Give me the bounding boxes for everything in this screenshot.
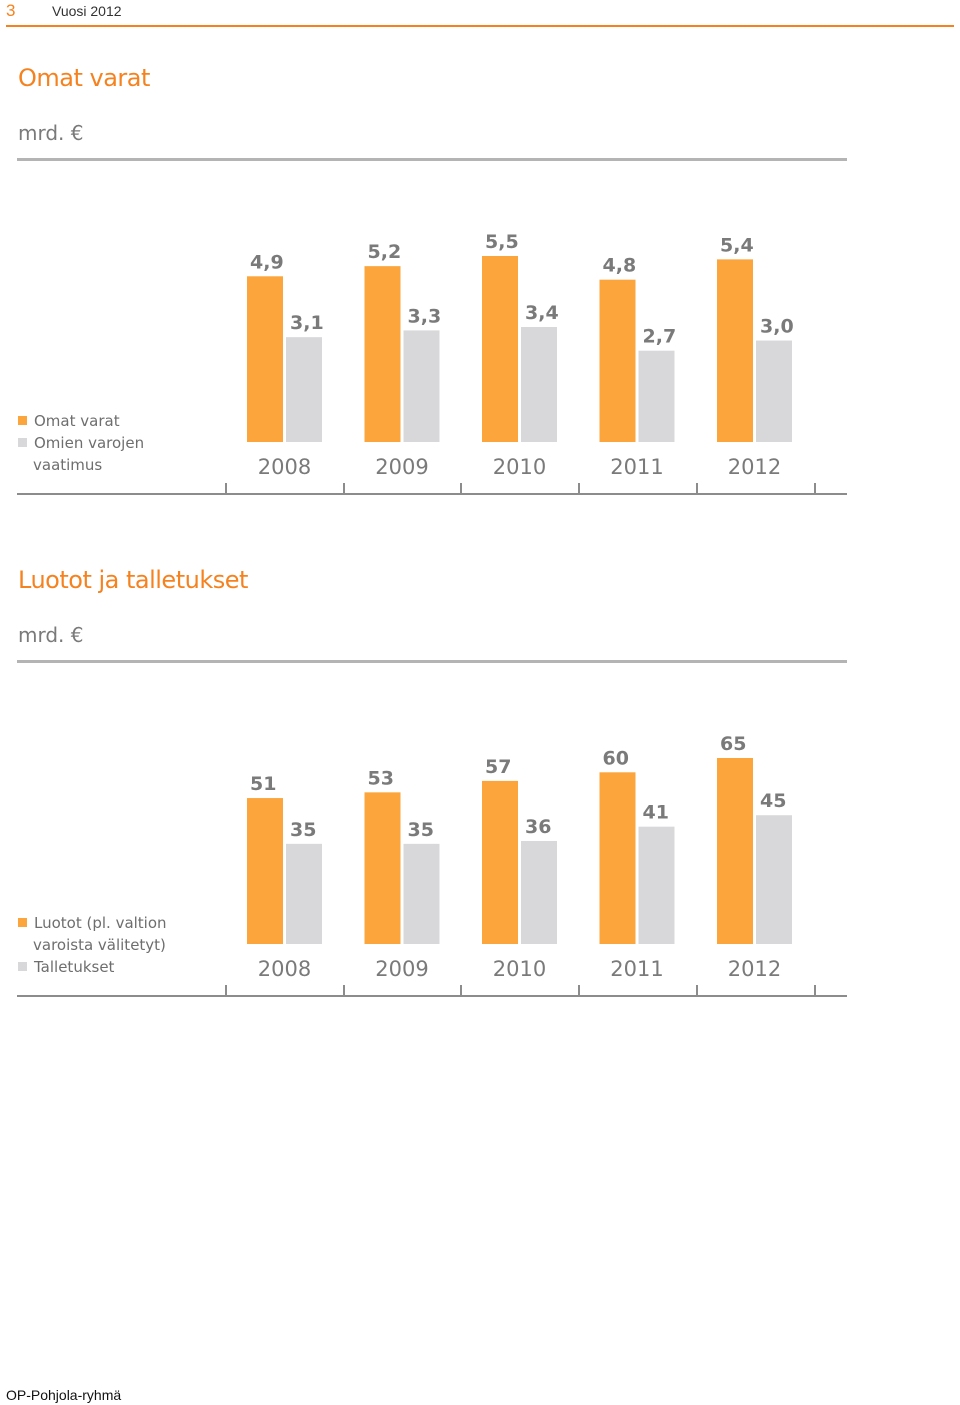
data-label-secondary-2012: 45 <box>760 790 786 812</box>
x-axis-tick <box>696 985 698 995</box>
data-label-primary-2012: 65 <box>720 733 746 755</box>
x-tick-label-2009: 2009 <box>375 957 428 981</box>
x-axis-tick <box>225 985 227 995</box>
bar-primary-2012 <box>717 259 753 442</box>
x-tick-label-2008: 2008 <box>258 957 311 981</box>
chart-unit-label: mrd. € <box>18 623 84 647</box>
x-axis-tick <box>225 483 227 493</box>
x-tick-label-2009: 2009 <box>375 455 428 479</box>
bar-secondary-2009 <box>403 843 440 944</box>
chart-unit-label: mrd. € <box>18 121 84 145</box>
data-label-primary-2012: 5,4 <box>720 234 754 256</box>
bar-secondary-2011 <box>638 826 675 944</box>
legend-swatch-primary <box>18 416 27 425</box>
data-label-primary-2009: 5,2 <box>368 241 402 263</box>
data-label-secondary-2010: 3,4 <box>525 302 559 324</box>
chart-luotot-ja-talletukset: Luotot ja talletukset mrd. € 51 35 2008 53 35 2… <box>17 566 847 997</box>
bar-secondary-2008 <box>286 337 322 442</box>
data-label-secondary-2008: 3,1 <box>290 312 324 334</box>
bar-primary-2008 <box>247 276 283 442</box>
data-label-secondary-2009: 3,3 <box>408 305 442 327</box>
x-axis-line <box>17 493 847 495</box>
footer-text: OP-Pohjola-ryhmä <box>6 1387 122 1403</box>
x-tick-label-2012: 2012 <box>728 455 781 479</box>
chart-title: Omat varat <box>18 64 150 92</box>
x-axis-tick <box>578 985 580 995</box>
x-axis-tick <box>460 483 462 493</box>
x-axis-tick <box>814 483 816 493</box>
legend-swatch-primary <box>18 918 27 927</box>
data-label-secondary-2011: 2,7 <box>643 326 677 348</box>
x-tick-label-2010: 2010 <box>493 957 546 981</box>
x-tick-label-2012: 2012 <box>728 957 781 981</box>
header-rule <box>6 25 954 27</box>
chart-top-rule <box>17 660 847 663</box>
data-label-secondary-2008: 35 <box>290 819 316 841</box>
page-header-title: Vuosi 2012 <box>52 3 122 19</box>
data-label-secondary-2009: 35 <box>408 819 434 841</box>
legend-label-primary: Luotot (pl. valtion <box>34 914 167 932</box>
data-label-primary-2010: 57 <box>485 756 511 778</box>
legend-swatch-secondary <box>18 962 27 971</box>
bar-primary-2010 <box>482 780 518 944</box>
x-axis-tick <box>578 483 580 493</box>
data-label-primary-2011: 60 <box>603 747 629 769</box>
bar-secondary-2010 <box>521 327 557 442</box>
bar-primary-2011 <box>599 279 636 442</box>
bar-secondary-2010 <box>521 840 557 944</box>
x-axis-tick <box>696 483 698 493</box>
bar-primary-2009 <box>364 266 401 442</box>
legend-label-primary: varoista välitetyt) <box>33 936 166 954</box>
data-label-primary-2011: 4,8 <box>603 255 637 277</box>
bar-primary-2010 <box>482 256 518 442</box>
bar-primary-2011 <box>599 772 636 944</box>
x-tick-label-2011: 2011 <box>610 957 663 981</box>
data-label-secondary-2012: 3,0 <box>760 316 794 338</box>
x-axis-tick <box>460 985 462 995</box>
chart-omat-varat: Omat varat mrd. € 4,9 3,1 2008 5,2 3,3 2009 5,5 3… <box>17 64 847 495</box>
legend-label-secondary: vaatimus <box>33 456 102 474</box>
data-label-primary-2008: 4,9 <box>250 251 284 273</box>
data-label-primary-2008: 51 <box>250 773 276 795</box>
chart-top-rule <box>17 158 847 161</box>
x-tick-label-2011: 2011 <box>610 455 663 479</box>
x-axis-tick <box>343 483 345 493</box>
data-label-secondary-2011: 41 <box>643 802 669 824</box>
legend-label-secondary: Omien varojen <box>34 434 144 452</box>
x-tick-label-2010: 2010 <box>493 455 546 479</box>
page-number: 3 <box>6 1 16 20</box>
bar-secondary-2012 <box>756 340 792 442</box>
x-axis-line <box>17 995 847 997</box>
bar-secondary-2009 <box>403 330 440 442</box>
chart-title: Luotot ja talletukset <box>18 566 248 594</box>
data-label-secondary-2010: 36 <box>525 816 551 838</box>
legend-label-primary: Omat varat <box>34 412 120 430</box>
bar-secondary-2012 <box>756 815 792 944</box>
x-axis-tick <box>343 985 345 995</box>
bar-primary-2009 <box>364 792 401 944</box>
legend-label-secondary: Talletukset <box>33 958 115 976</box>
x-axis-tick <box>814 985 816 995</box>
bar-secondary-2008 <box>286 843 322 944</box>
data-label-primary-2009: 53 <box>368 767 394 789</box>
legend-swatch-secondary <box>18 438 27 447</box>
x-tick-label-2008: 2008 <box>258 455 311 479</box>
bar-primary-2008 <box>247 798 283 944</box>
bar-secondary-2011 <box>638 350 675 442</box>
data-label-primary-2010: 5,5 <box>485 231 519 253</box>
bar-primary-2012 <box>717 758 753 944</box>
